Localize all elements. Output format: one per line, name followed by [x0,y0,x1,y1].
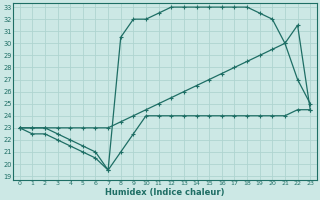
X-axis label: Humidex (Indice chaleur): Humidex (Indice chaleur) [105,188,225,197]
